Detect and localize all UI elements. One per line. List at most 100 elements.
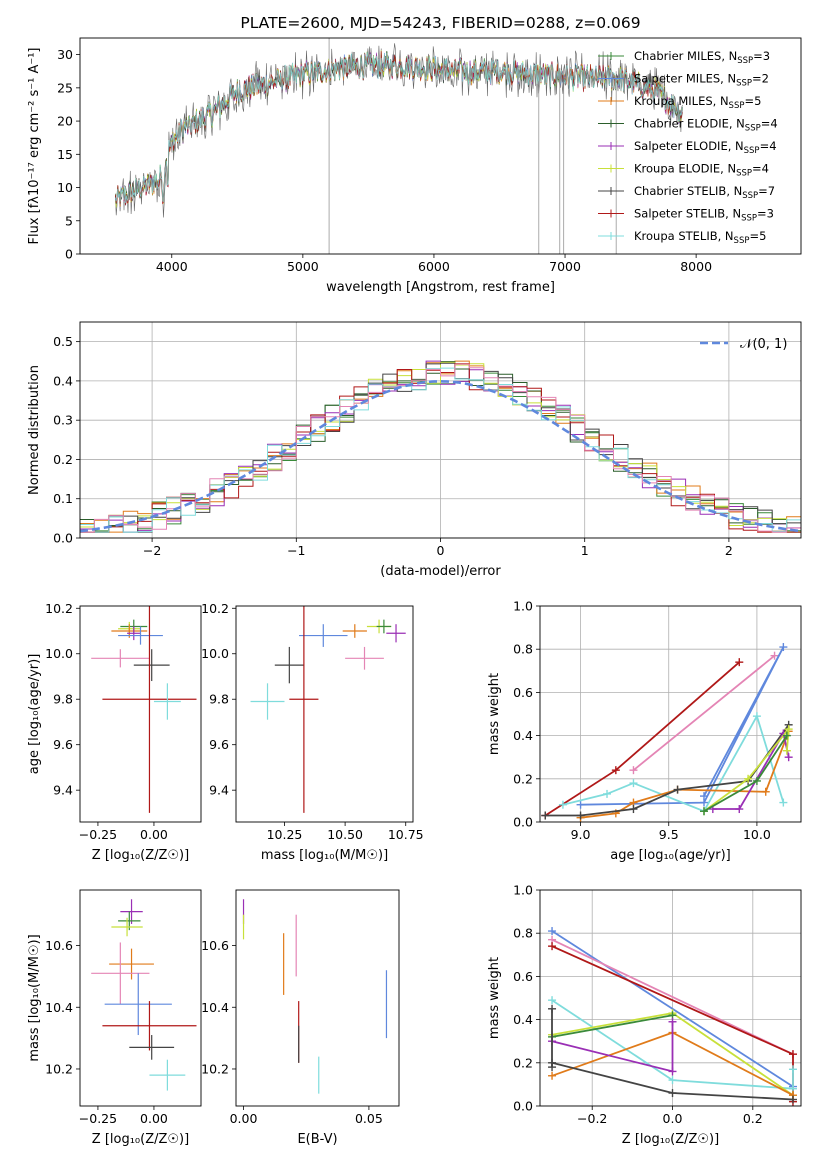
y-tick-label: 10.2 xyxy=(201,1061,229,1076)
data-point xyxy=(250,683,285,720)
data-point xyxy=(342,624,367,638)
axes-frame xyxy=(539,605,802,823)
y-tick-label: 25 xyxy=(57,80,73,95)
y-tick-label: 1.0 xyxy=(513,599,533,614)
series-line xyxy=(548,996,797,1093)
y-tick-label: 0.2 xyxy=(53,452,73,467)
y-tick-label: 0.6 xyxy=(513,685,533,700)
x-tick-label: 0.00 xyxy=(140,827,168,842)
panel-5: 9.0 9.5 10.0 0.0 0.2 0.4 0.6 0.8 1.0 age [log₁₀(a… xyxy=(487,599,802,863)
spectrum-model-line xyxy=(115,52,683,204)
x-tick-label: −0.25 xyxy=(79,827,117,842)
legend-item: Chabrier ELODIE, NSSP=4 xyxy=(598,117,778,134)
x-tick-label: 9.0 xyxy=(571,827,591,842)
y-tick-label: 9.8 xyxy=(53,692,73,707)
legend-item: 𝒩(0, 1) xyxy=(700,337,787,352)
legend-label: Salpeter ELODIE, NSSP=4 xyxy=(634,139,777,156)
series-path xyxy=(544,661,740,817)
series-path xyxy=(712,730,790,810)
plot-area xyxy=(80,322,801,538)
y-tick-label: 30 xyxy=(57,47,73,62)
y-tick-label: 9.6 xyxy=(209,737,229,752)
series-path xyxy=(551,1021,674,1073)
y-tick-label: 10.0 xyxy=(201,646,229,661)
plot-area xyxy=(115,38,683,254)
legend-item: Salpeter STELIB, NSSP=3 xyxy=(598,207,774,224)
panel-1: 4000 5000 6000 7000 8000 0 5 10 15 20 25 30 waveleng… xyxy=(27,14,802,295)
x-tick-label: 0.00 xyxy=(140,1111,168,1126)
y-tick-label: 10.2 xyxy=(45,601,73,616)
legend-item: Salpeter MILES, NSSP=2 xyxy=(598,72,769,89)
legend-item: Kroupa MILES, NSSP=5 xyxy=(598,94,761,111)
y-tick-label: 0.5 xyxy=(53,334,73,349)
x-axis-label: age [log₁₀(age/yr)] xyxy=(610,848,731,863)
data-point xyxy=(120,899,143,924)
x-tick-label: 0.0 xyxy=(663,1111,683,1126)
spectrum-model-line xyxy=(115,51,683,206)
x-tick-label: 0.00 xyxy=(230,1111,258,1126)
x-axis-label: (data-model)/error xyxy=(380,564,501,579)
x-axis-label: E(B-V) xyxy=(297,1132,337,1147)
y-axis-label: Normed distribution xyxy=(27,365,42,495)
y-tick-label: 9.6 xyxy=(53,737,73,752)
series-path xyxy=(632,655,776,771)
y-tick-label: 20 xyxy=(57,114,73,129)
x-tick-label: 0.2 xyxy=(743,1111,763,1126)
chart-title: PLATE=2600, MJD=54243, FIBERID=0288, z=0… xyxy=(240,14,640,32)
series-path xyxy=(551,999,794,1090)
x-tick-label: 9.5 xyxy=(659,827,679,842)
series-line xyxy=(558,712,788,816)
data-point xyxy=(102,1001,197,1051)
y-tick-label: 0.0 xyxy=(513,1099,533,1114)
x-tick-label: 2 xyxy=(725,543,733,558)
y-tick-label: 0.4 xyxy=(53,373,73,388)
x-tick-label: 0 xyxy=(437,543,445,558)
plot-area xyxy=(242,899,388,1094)
panel-3: −0.25 0.00 9.4 9.6 9.8 10.0 10.2 Z [log₁₀(Z/Z☉)… xyxy=(27,601,202,863)
panel-8: −0.2 0.0 0.2 0.0 0.2 0.4 0.6 0.8 1.0 Z [log₁₀(Z/Z… xyxy=(487,883,802,1147)
y-axis-label: mass weight xyxy=(487,673,502,755)
y-tick-label: 1.0 xyxy=(513,883,533,898)
axes-frame xyxy=(79,321,802,539)
x-axis-label: wavelength [Angstrom, rest frame] xyxy=(326,280,555,295)
x-tick-label: 4000 xyxy=(156,259,188,274)
axes-frame xyxy=(539,889,802,1107)
plot-area xyxy=(91,899,197,1091)
panel-7: 0.00 0.05 10.2 10.4 10.6 E(B-V) xyxy=(201,889,400,1147)
y-tick-label: 0.8 xyxy=(513,642,533,657)
legend-label: Kroupa MILES, NSSP=5 xyxy=(634,94,761,111)
legend-label: 𝒩(0, 1) xyxy=(740,337,787,352)
y-tick-label: 0.2 xyxy=(513,1055,533,1070)
series-line xyxy=(548,1004,797,1104)
data-point xyxy=(91,649,150,668)
x-tick-label: 5000 xyxy=(287,259,319,274)
series-path xyxy=(545,724,790,817)
x-tick-label: 1 xyxy=(581,543,589,558)
x-axis-label: Z [log₁₀(Z/Z☉)] xyxy=(622,1132,719,1147)
data-point xyxy=(109,948,154,980)
legend-label: Salpeter STELIB, NSSP=3 xyxy=(634,207,774,224)
y-tick-label: 10 xyxy=(57,180,73,195)
legend-label: Kroupa STELIB, NSSP=5 xyxy=(634,229,766,246)
y-tick-label: 0.3 xyxy=(53,413,73,428)
series-path xyxy=(580,646,785,806)
legend-label: Salpeter MILES, NSSP=2 xyxy=(634,72,769,89)
x-tick-label: 0.05 xyxy=(355,1111,383,1126)
x-axis-label: Z [log₁₀(Z/Z☉)] xyxy=(92,1132,189,1147)
panel-2: −2 −1 0 1 2 0.0 0.1 0.2 0.3 0.4 0.5 (data-model)/er… xyxy=(27,321,802,579)
legend-item: Kroupa STELIB, NSSP=5 xyxy=(598,229,766,246)
series-path xyxy=(551,1014,673,1038)
data-point xyxy=(149,1059,186,1091)
x-tick-label: 6000 xyxy=(418,259,450,274)
data-point xyxy=(274,646,304,684)
axes-frame xyxy=(79,37,802,255)
y-tick-label: 9.8 xyxy=(209,692,229,707)
data-point xyxy=(345,646,384,670)
data-point xyxy=(127,626,141,641)
y-tick-label: 5 xyxy=(65,213,73,228)
series-path xyxy=(551,938,794,1056)
series-path xyxy=(703,726,790,812)
data-point xyxy=(376,619,392,634)
x-tick-label: 8000 xyxy=(680,259,712,274)
x-tick-label: −1 xyxy=(287,543,305,558)
